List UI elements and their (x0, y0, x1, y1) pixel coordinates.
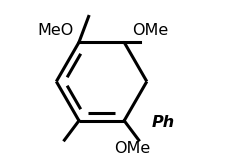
Text: Ph: Ph (152, 115, 175, 130)
Text: OMe: OMe (132, 23, 169, 38)
Text: MeO: MeO (38, 23, 74, 38)
Text: OMe: OMe (114, 141, 150, 156)
